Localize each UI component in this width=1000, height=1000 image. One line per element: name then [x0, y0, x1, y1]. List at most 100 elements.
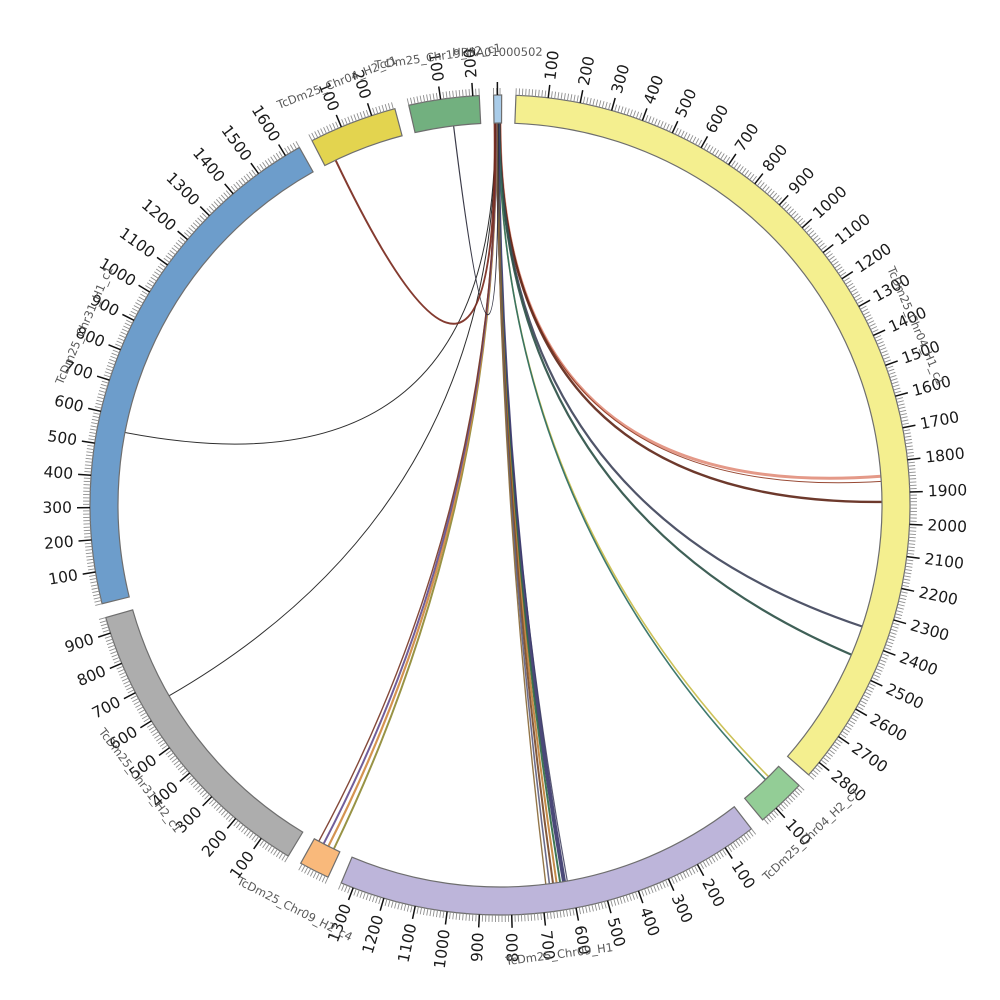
segment-HRRA01000502: [492, 94, 503, 124]
major-tick: [96, 375, 110, 381]
minor-tick: [344, 885, 348, 893]
major-tick: [841, 271, 854, 280]
major-tick: [801, 218, 813, 229]
tick-label-TcDm25_Chr04_H1_c1-900: 900: [785, 164, 818, 198]
minor-tick: [270, 156, 275, 163]
minor-tick: [197, 217, 203, 224]
minor-tick: [218, 196, 224, 203]
minor-tick: [537, 913, 539, 921]
minor-tick: [897, 403, 905, 407]
minor-tick: [856, 705, 864, 711]
minor-tick: [448, 91, 451, 99]
minor-tick: [323, 126, 327, 134]
link-HRRA01000502-to-TcDm25_Chr04_H1_c1: [498, 122, 852, 656]
minor-tick: [668, 125, 673, 132]
minor-tick: [895, 613, 903, 616]
minor-tick: [556, 910, 559, 919]
minor-tick: [848, 285, 856, 291]
minor-tick: [550, 91, 553, 99]
tick-label-TcDm25_Chr31_H1_c1-400: 400: [43, 463, 74, 483]
minor-tick: [830, 746, 837, 752]
minor-tick: [308, 134, 313, 141]
minor-tick: [839, 733, 847, 739]
minor-tick: [273, 154, 278, 162]
minor-tick: [292, 142, 297, 150]
minor-tick: [706, 144, 711, 152]
minor-tick: [465, 913, 467, 921]
minor-tick: [157, 265, 165, 271]
minor-tick: [874, 671, 882, 675]
minor-tick: [692, 136, 697, 144]
minor-tick: [898, 406, 906, 410]
major-tick: [179, 772, 191, 783]
minor-tick: [197, 787, 204, 793]
minor-tick: [235, 181, 241, 188]
link-HRRA01000502-to-TcDm25_Chr04_H2_c7: [498, 122, 770, 778]
minor-tick: [204, 794, 210, 800]
minor-tick: [251, 834, 257, 841]
minor-tick: [432, 93, 435, 101]
minor-tick: [903, 575, 911, 578]
major-tick: [575, 907, 580, 921]
minor-tick: [769, 190, 775, 197]
minor-tick: [616, 897, 620, 905]
minor-tick: [186, 229, 193, 235]
minor-tick: [798, 785, 805, 791]
minor-tick: [893, 387, 901, 391]
minor-tick: [88, 438, 96, 441]
minor-tick: [159, 742, 167, 747]
minor-tick: [146, 282, 154, 287]
minor-tick: [220, 809, 227, 816]
minor-tick: [387, 103, 391, 111]
segment-TcDm25_Chr09_H2_c4: [299, 838, 341, 879]
minor-tick: [87, 562, 95, 564]
minor-tick: [553, 911, 556, 919]
minor-tick: [816, 764, 823, 770]
minor-tick: [84, 536, 92, 538]
minor-tick: [344, 117, 348, 125]
minor-tick: [885, 644, 893, 648]
minor-tick: [697, 139, 703, 147]
major-tick: [202, 796, 213, 807]
minor-tick: [93, 597, 101, 600]
major-tick: [775, 807, 786, 819]
tick-label-TcDm25_Chr04_H1_c1-800: 800: [759, 141, 791, 175]
major-tick: [837, 735, 850, 745]
link-HRRA01000502-to-TcDm25_Chr09_H2_c4: [327, 122, 498, 847]
minor-tick: [634, 891, 639, 899]
minor-tick: [908, 540, 916, 542]
minor-tick: [181, 770, 188, 776]
major-tick: [855, 708, 868, 717]
minor-tick: [647, 887, 651, 895]
minor-tick: [241, 826, 247, 833]
minor-tick: [613, 898, 617, 906]
minor-tick: [95, 603, 103, 606]
minor-tick: [298, 863, 303, 871]
minor-tick: [887, 638, 895, 642]
segment-TcDm25_Chr19_H2_c1: [408, 94, 482, 134]
minor-tick: [103, 374, 111, 378]
minor-tick: [908, 471, 916, 474]
minor-tick: [347, 116, 351, 124]
minor-tick: [173, 760, 180, 766]
minor-tick: [121, 328, 129, 333]
minor-tick: [208, 798, 215, 805]
minor-tick: [206, 208, 213, 214]
major-tick: [637, 890, 644, 904]
minor-tick: [332, 122, 336, 130]
minor-tick: [888, 634, 896, 639]
minor-tick: [230, 185, 236, 192]
minor-tick: [101, 380, 109, 384]
tick-label-TcDm25_Chr31_H2_c1-800: 800: [74, 662, 108, 690]
minor-tick: [738, 166, 744, 173]
minor-tick: [248, 171, 254, 178]
minor-tick: [898, 600, 906, 604]
minor-tick: [462, 89, 464, 97]
minor-tick: [907, 552, 915, 555]
minor-tick: [394, 901, 397, 909]
minor-tick: [228, 816, 234, 822]
minor-tick: [225, 813, 232, 820]
ticks-layer: [77, 82, 923, 928]
minor-tick: [589, 98, 592, 106]
minor-tick: [657, 119, 661, 127]
